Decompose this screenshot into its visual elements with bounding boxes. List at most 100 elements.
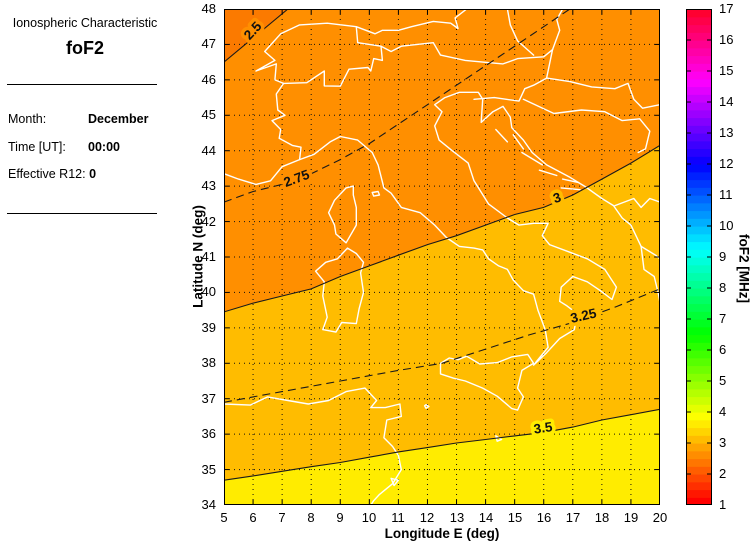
colorbar-tick-label: 4: [719, 404, 727, 419]
coastline: [506, 9, 535, 56]
x-tick-label: 16: [536, 510, 552, 525]
colorbar-step: [686, 71, 712, 80]
y-tick-label: 48: [201, 1, 216, 16]
coastline: [561, 178, 580, 184]
contour-line-3.5: [224, 408, 660, 481]
colorbar-tick-label: 16: [719, 32, 734, 47]
colorbar-step: [686, 63, 712, 72]
x-tick-label: 18: [594, 510, 610, 525]
colorbar-step: [686, 109, 712, 119]
y-tick-label: 46: [201, 72, 216, 87]
colorbar-step: [686, 195, 712, 204]
colorbar-step: [686, 311, 712, 320]
coastline: [640, 245, 660, 260]
y-tick-label: 44: [201, 143, 216, 158]
y-tick-label: 42: [201, 214, 216, 229]
coastline: [521, 151, 543, 166]
y-tick-label: 43: [201, 178, 216, 193]
colorbar-step: [686, 404, 712, 413]
colorbar-step: [686, 179, 712, 188]
contour-band: [224, 9, 660, 312]
colorbar-step: [686, 419, 712, 429]
coastline: [380, 9, 564, 65]
colorbar-step: [686, 295, 712, 305]
contour-line-2.75: [224, 9, 571, 203]
x-tick-label: 12: [419, 510, 435, 525]
colorbar-step: [686, 171, 712, 181]
y-tick-label: 35: [201, 462, 216, 477]
x-tick-label: 7: [278, 510, 286, 525]
colorbar: [686, 9, 712, 505]
colorbar-step: [686, 365, 712, 374]
colorbar-step: [686, 373, 712, 382]
coastline: [614, 197, 660, 209]
month-label: Month:: [8, 112, 47, 126]
colorbar-tick-label: 6: [719, 342, 727, 357]
coastline: [560, 187, 581, 191]
colorbar-step: [686, 78, 712, 88]
colorbar-tick-label: 12: [719, 156, 734, 171]
colorbar-step: [686, 117, 712, 126]
coastline: [255, 22, 384, 87]
colorbar-step: [686, 388, 712, 398]
colorbar-step: [686, 148, 712, 157]
plot-frame: [224, 9, 660, 505]
r12-label: Effective R12:: [8, 167, 86, 181]
colorbar-step: [686, 357, 712, 367]
colorbar-tick-label: 15: [719, 63, 734, 78]
time-value: 00:00: [88, 140, 120, 154]
colorbar-step: [686, 474, 712, 483]
y-axis-title: Latitude N (deg): [190, 205, 206, 308]
x-tick-label: 14: [478, 510, 494, 525]
colorbar-step: [686, 94, 712, 103]
y-tick-label: 36: [201, 426, 216, 441]
colorbar-step: [686, 427, 712, 436]
y-tick-label: 40: [201, 284, 216, 299]
coastline: [512, 134, 525, 150]
x-tick-label: 5: [220, 510, 228, 525]
coastline: [355, 9, 468, 35]
colorbar-tick-label: 8: [719, 280, 727, 295]
colorbar-tick-label: 3: [719, 435, 727, 450]
colorbar-step: [686, 272, 712, 281]
characteristic-name: foF2: [66, 38, 104, 58]
colorbar-step: [686, 16, 712, 26]
contour-line-3: [224, 144, 660, 313]
coastline: [538, 169, 558, 177]
y-tick-label: 45: [201, 107, 216, 122]
colorbar-step: [686, 257, 712, 266]
x-tick-label: 15: [507, 510, 523, 525]
colorbar-step: [686, 443, 712, 452]
divider-top: [7, 84, 157, 85]
coastline: [224, 91, 660, 366]
colorbar-step: [686, 497, 712, 505]
colorbar-step: [686, 202, 712, 212]
x-tick-label: 17: [565, 510, 581, 525]
colorbar-tick-label: 9: [719, 249, 727, 264]
colorbar-step: [686, 458, 712, 467]
colorbar-step: [686, 319, 712, 328]
colorbar-step: [686, 140, 712, 150]
colorbar-step: [686, 334, 712, 343]
x-tick-label: 6: [249, 510, 257, 525]
colorbar-step: [686, 435, 712, 444]
colorbar-step: [686, 102, 712, 111]
colorbar-step: [686, 40, 712, 49]
colorbar-tick-label: 1: [719, 497, 727, 512]
colorbar-step: [686, 9, 712, 18]
colorbar-step: [686, 350, 712, 359]
x-tick-label: 11: [391, 510, 405, 525]
month-value: December: [88, 112, 149, 126]
colorbar-tick-label: 14: [719, 94, 734, 109]
colorbar-step: [686, 226, 712, 235]
colorbar-tick-label: 7: [719, 311, 727, 326]
x-tick-label: 8: [307, 510, 315, 525]
coastline: [545, 77, 660, 109]
colorbar-step: [686, 381, 712, 390]
r12-value: 0: [89, 167, 97, 181]
colorbar-step: [686, 489, 712, 498]
x-tick-label: 19: [623, 510, 639, 525]
coastline: [495, 128, 509, 143]
coastline: [224, 387, 403, 505]
y-tick-label: 37: [201, 391, 216, 406]
